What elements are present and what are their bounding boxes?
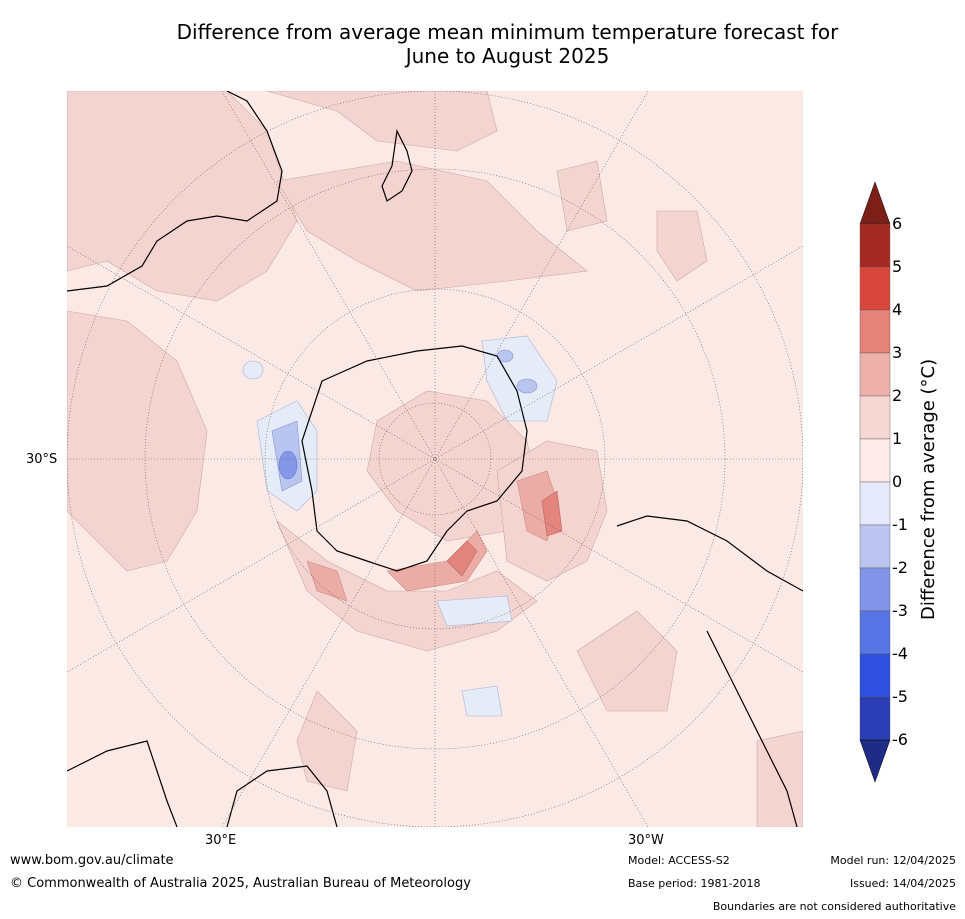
footer-disclaimer: Boundaries are not considered authoritat… [712, 900, 956, 913]
colorbar-segment [859, 610, 891, 655]
footer-base-period: Base period: 1981-2018 [628, 877, 761, 890]
colorbar-svg [859, 181, 891, 783]
south-america-coastline [616, 515, 803, 827]
footer-model-run: Model run: 12/04/2025 [830, 854, 956, 867]
graticule-meridian-c [67, 245, 803, 673]
anomaly-region-east-pacific [556, 160, 608, 232]
colorbar-segment [859, 309, 891, 354]
colorbar-tick-neg6: -6 [892, 730, 908, 749]
anomaly-region-cold-strong [278, 450, 298, 480]
colorbar-top-arrow [859, 181, 891, 225]
colorbar-segment [859, 395, 891, 440]
anomaly-0-to-1-regions [67, 91, 803, 827]
lon-label-30e: 30°E [205, 833, 237, 848]
anomaly-region-south-atlantic-cold [461, 685, 503, 717]
antarctica-coastline [301, 345, 528, 572]
africa-coastline [67, 740, 338, 827]
colorbar [855, 180, 965, 790]
anomaly-region-south-atlantic [576, 610, 678, 712]
colorbar-tick-5: 5 [892, 257, 903, 276]
colorbar-segment [859, 524, 891, 569]
colorbar-tick-neg4: -4 [892, 644, 908, 663]
anomaly-region-australia [67, 91, 298, 302]
anomaly-region-peninsula-strong [541, 490, 563, 537]
anomaly-region-indian-coast [306, 560, 348, 602]
colorbar-tick-6: 6 [892, 214, 903, 233]
colorbar-segment [859, 567, 891, 612]
australia-coastline [67, 91, 283, 292]
anomaly-region-cold-patch-b [516, 378, 538, 394]
graticule-meridian-a [221, 91, 649, 827]
colorbar-tick-neg2: -2 [892, 558, 908, 577]
graticule-meridian-d [67, 245, 803, 673]
colorbar-tick-neg3: -3 [892, 601, 908, 620]
footer-website[interactable]: www.bom.gov.au/climate [10, 853, 174, 868]
colorbar-segments [859, 223, 891, 741]
graticule-meridian-b [221, 91, 649, 827]
lon-label-30w: 30°W [628, 833, 664, 848]
polar-map[interactable] [67, 91, 803, 827]
colorbar-tick-4: 4 [892, 300, 903, 319]
footer-issued: Issued: 14/04/2025 [849, 877, 956, 890]
colorbar-bottom-arrow [859, 739, 891, 783]
footer-copyright: © Commonwealth of Australia 2025, Austra… [10, 876, 471, 891]
map-title: Difference from average mean minimum tem… [0, 20, 965, 68]
colorbar-tick-2: 2 [892, 386, 903, 405]
colorbar-tick-neg1: -1 [892, 515, 908, 534]
anomaly-region-southern-cold [436, 595, 513, 627]
title-line-1: Difference from average mean minimum tem… [176, 20, 839, 44]
footer-model: Model: ACCESS-S2 [628, 854, 730, 867]
anomaly-3-to-4-regions [446, 490, 563, 577]
colorbar-segment [859, 223, 891, 268]
anomaly-region-small-cold [242, 360, 264, 380]
colorbar-tick-neg5: -5 [892, 687, 908, 706]
anomaly-region-indian-ocean [67, 310, 208, 572]
colorbar-segment [859, 696, 891, 741]
graticule [67, 91, 803, 827]
colorbar-segment [859, 266, 891, 311]
colorbar-tick-3: 3 [892, 343, 903, 362]
map-svg [67, 91, 803, 827]
colorbar-segment [859, 653, 891, 698]
anomaly-negative-2-to-3-regions [278, 450, 298, 480]
colorbar-segment [859, 352, 891, 397]
anomaly-region-south-africa [296, 690, 358, 792]
title-line-2: June to August 2025 [405, 44, 610, 68]
colorbar-segment [859, 481, 891, 526]
lat-label-30s: 30°S [26, 452, 58, 467]
anomaly-region-pacific-patch [656, 210, 708, 282]
anomaly-region-southwest-pacific [276, 160, 588, 292]
colorbar-axis-label: Difference from average (°C) [918, 358, 939, 620]
anomaly-region-amundsen-strong [446, 540, 478, 577]
colorbar-tick-0: 0 [892, 472, 903, 491]
colorbar-segment [859, 438, 891, 483]
anomaly-region-tasman [266, 91, 498, 152]
colorbar-tick-1: 1 [892, 429, 903, 448]
new-zealand-coastline [381, 129, 413, 202]
